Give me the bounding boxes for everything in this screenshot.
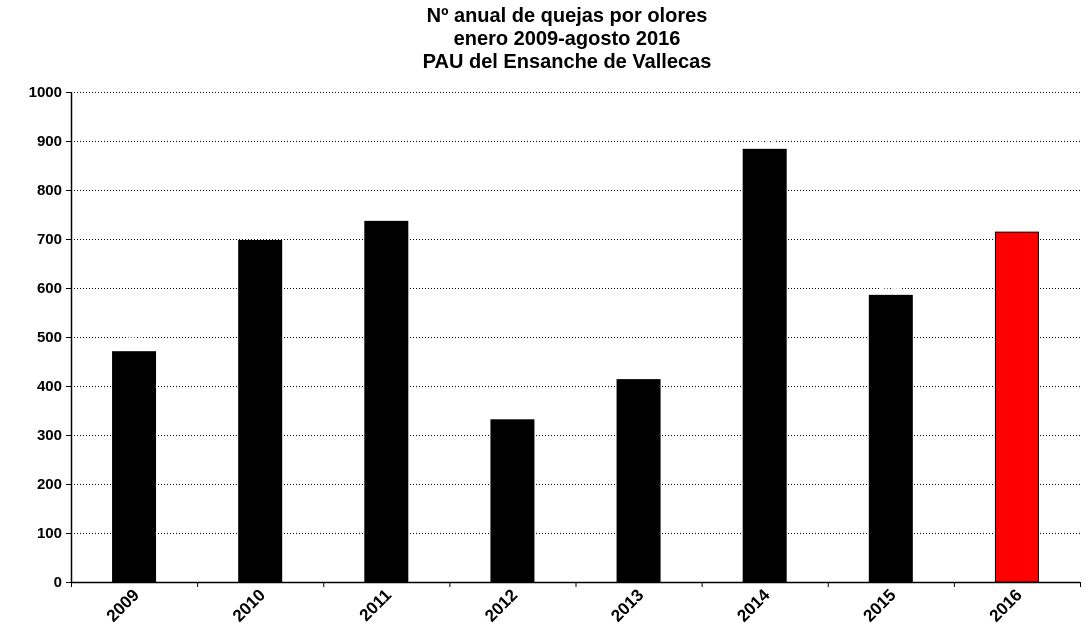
- data-label-2010: 697: [249, 223, 271, 238]
- bar-2012: [490, 419, 535, 583]
- y-tick-label-900: 900: [37, 133, 62, 150]
- data-label-2016: 714: [1006, 215, 1028, 230]
- y-tick-label-1000: 1000: [29, 84, 62, 101]
- data-label-2012: 331: [502, 403, 524, 418]
- data-label-2011: 736: [375, 204, 397, 219]
- bar-2011: [364, 220, 409, 583]
- y-tick-label-700: 700: [37, 231, 62, 248]
- bar-2015: [868, 294, 913, 583]
- chart-title-line-2: enero 2009-agosto 2016: [454, 28, 681, 50]
- data-label-2014: 883: [754, 132, 776, 147]
- data-label-2015: 585: [880, 278, 902, 293]
- data-label-2013: 413: [628, 363, 650, 378]
- data-label-2009: 470: [123, 335, 145, 350]
- y-tick-label-400: 400: [37, 378, 62, 395]
- bars: [112, 148, 1039, 583]
- bar-2009: [112, 351, 157, 583]
- x-axis-ticks: 2009 2010 2011 2012 2013 2014 2015 2016: [71, 582, 1081, 626]
- y-tick-label-600: 600: [37, 280, 62, 297]
- chart-title: Nº anual de quejas por olores enero 2009…: [423, 5, 712, 73]
- y-tick-label-300: 300: [37, 427, 62, 444]
- y-tick-label-800: 800: [37, 182, 62, 199]
- x-tick-label-2015: 2015: [859, 585, 899, 625]
- x-tick-label-2009: 2009: [103, 585, 143, 625]
- bar-2014: [742, 148, 787, 583]
- gridlines: [71, 92, 1080, 534]
- x-tick-label-2013: 2013: [607, 585, 647, 625]
- x-tick-label-2012: 2012: [481, 585, 521, 625]
- y-tick-label-0: 0: [54, 574, 62, 591]
- x-tick-label-2010: 2010: [229, 585, 269, 625]
- bar-2013: [616, 379, 661, 583]
- x-tick-label-2011: 2011: [356, 585, 396, 625]
- data-labels: 470 697 736 331 413 883 585 714: [123, 132, 1028, 417]
- y-tick-label-100: 100: [37, 525, 62, 542]
- bar-2016: [994, 231, 1039, 583]
- x-tick-label-2016: 2016: [986, 585, 1026, 625]
- bar-2010: [238, 239, 283, 583]
- chart-title-line-1: Nº anual de quejas por olores: [427, 5, 708, 27]
- y-tick-label-500: 500: [37, 329, 62, 346]
- chart-title-line-3: PAU del Ensanche de Vallecas: [423, 51, 712, 73]
- x-tick-label-2014: 2014: [733, 585, 774, 626]
- y-tick-label-200: 200: [37, 476, 62, 493]
- y-axis-ticks: 0 100 200 300 400 500 600 700 800 900 1000: [29, 84, 71, 591]
